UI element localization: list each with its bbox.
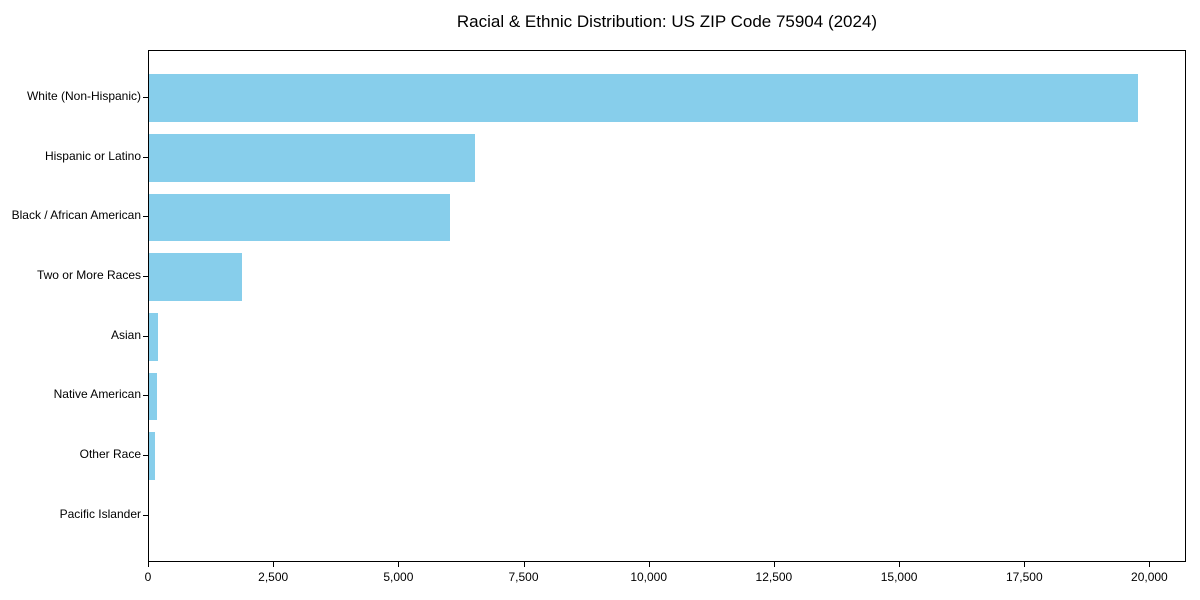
y-axis-label: Black / African American	[11, 208, 141, 223]
x-axis-tick	[648, 562, 650, 567]
bar-black-african-american	[149, 193, 450, 242]
x-axis-tick	[398, 562, 400, 567]
x-axis-label: 12,500	[755, 570, 793, 584]
x-axis-tick	[1149, 562, 1151, 567]
y-axis-label: Two or More Races	[36, 268, 141, 283]
y-axis-label: Pacific Islander	[59, 506, 141, 521]
x-axis-tick	[523, 562, 525, 567]
bar-other-race	[149, 432, 155, 480]
y-axis-tick	[143, 455, 148, 457]
y-axis-tick	[143, 395, 148, 397]
bar-two-or-more-races	[149, 253, 242, 301]
x-axis-tick	[273, 562, 275, 567]
chart-title: Racial & Ethnic Distribution: US ZIP Cod…	[456, 12, 878, 31]
x-axis-label: 2,500	[258, 570, 289, 584]
x-axis-tick	[148, 562, 149, 567]
y-axis-tick	[143, 156, 148, 158]
bar-native-american	[149, 372, 157, 421]
y-axis-label: White (Non-Hispanic)	[26, 89, 141, 104]
y-axis-tick	[143, 97, 148, 99]
x-axis-label: 7,500	[508, 570, 539, 584]
x-axis-tick	[1024, 562, 1026, 567]
x-axis-label: 17,500	[1005, 570, 1043, 584]
y-axis-label: Asian	[110, 327, 141, 342]
y-axis-label: Native American	[53, 387, 141, 402]
y-axis-tick	[143, 216, 148, 218]
y-axis-tick	[143, 335, 148, 337]
x-axis-label: 0	[144, 570, 152, 584]
y-axis-label: Other Race	[79, 447, 141, 462]
y-axis-tick	[143, 514, 148, 516]
bar-hispanic-or-latino	[149, 133, 475, 182]
y-axis-tick	[143, 276, 148, 278]
x-axis-label: 20,000	[1131, 570, 1168, 584]
bar-white-non-hispanic	[149, 74, 1138, 122]
y-axis-label: Hispanic or Latino	[44, 148, 141, 163]
plot-area	[148, 50, 1186, 562]
x-axis-tick	[899, 562, 901, 567]
bar-asian	[149, 312, 158, 361]
x-axis-tick	[773, 562, 775, 567]
x-axis-label: 10,000	[630, 570, 668, 584]
x-axis-label: 15,000	[880, 570, 918, 584]
x-axis-label: 5,000	[383, 570, 414, 584]
